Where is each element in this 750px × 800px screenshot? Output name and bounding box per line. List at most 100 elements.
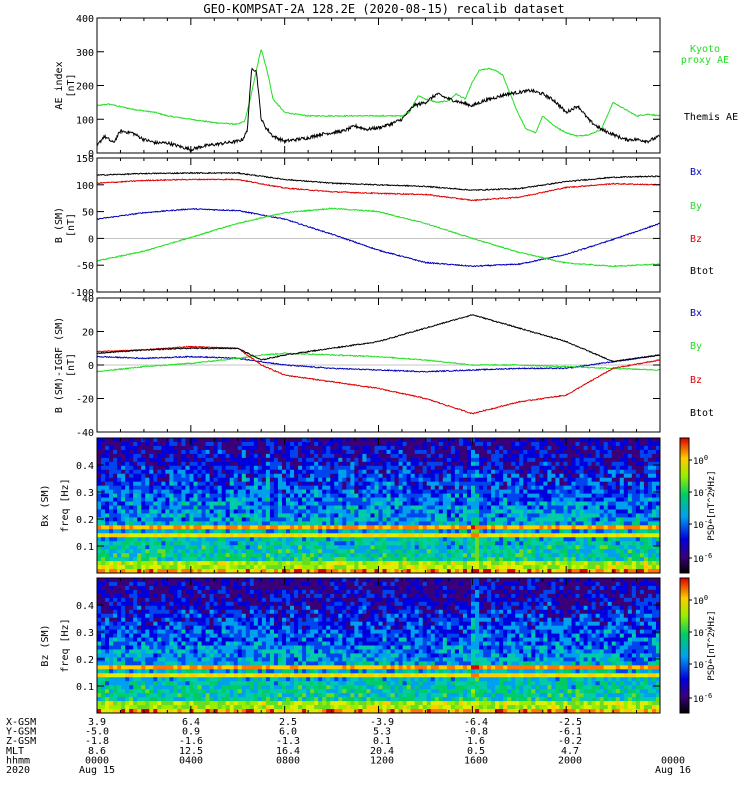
- heatmap-cell: [547, 473, 552, 479]
- heatmap-cell: [318, 481, 323, 487]
- heatmap-cell: [225, 485, 231, 491]
- heatmap-cell: [414, 521, 420, 526]
- heatmap-cell: [583, 493, 589, 498]
- heatmap-cell: [173, 457, 178, 463]
- heatmap-cell: [543, 525, 548, 530]
- heatmap-cell: [511, 481, 516, 487]
- heatmap-cell: [105, 445, 110, 451]
- heatmap-cell: [555, 497, 560, 502]
- heatmap-cell: [567, 461, 572, 467]
- heatmap-cell: [539, 473, 544, 479]
- heatmap-cell: [475, 453, 480, 459]
- heatmap-cell: [314, 461, 319, 467]
- heatmap-cell: [334, 557, 339, 562]
- heatmap-cell: [475, 465, 480, 471]
- heatmap-cell: [627, 449, 633, 455]
- heatmap-cell: [237, 457, 243, 463]
- heatmap-cell: [595, 517, 601, 522]
- heatmap-cell: [414, 485, 420, 491]
- heatmap-cell: [483, 517, 488, 522]
- heatmap-cell: [109, 473, 114, 479]
- heatmap-cell: [639, 457, 645, 463]
- heatmap-cell: [125, 557, 130, 562]
- heatmap-cell: [639, 477, 645, 483]
- heatmap-cell: [643, 509, 649, 514]
- heatmap-cell: [607, 565, 613, 570]
- heatmap-cell: [346, 493, 351, 498]
- heatmap-cell: [535, 509, 540, 514]
- heatmap-cell: [523, 441, 528, 447]
- heatmap-cell: [454, 513, 460, 518]
- heatmap-cell: [338, 441, 343, 447]
- heatmap-cell: [631, 553, 637, 558]
- heatmap-cell: [286, 505, 291, 510]
- heatmap-cell: [446, 557, 452, 562]
- heatmap-cell: [233, 485, 239, 491]
- heatmap-cell: [197, 449, 202, 455]
- heatmap-cell: [603, 489, 609, 494]
- heatmap-cell: [398, 529, 404, 534]
- heatmap-cell: [579, 545, 584, 550]
- heatmap-cell: [627, 461, 633, 467]
- heatmap-cell: [370, 441, 375, 447]
- heatmap-cell: [318, 489, 323, 494]
- heatmap-cell: [298, 438, 303, 443]
- heatmap-cell: [495, 473, 500, 479]
- heatmap-cell: [157, 438, 162, 443]
- heatmap-cell: [133, 461, 138, 467]
- heatmap-cell: [157, 465, 162, 471]
- heatmap-cell: [181, 533, 186, 538]
- heatmap-cell: [587, 557, 593, 562]
- heatmap-cell: [647, 501, 653, 506]
- heatmap-cell: [169, 553, 174, 558]
- heatmap-cell: [326, 517, 331, 522]
- heatmap-cell: [651, 509, 657, 514]
- heatmap-cell: [495, 445, 500, 451]
- heatmap-cell: [475, 517, 480, 522]
- heatmap-cell: [257, 537, 263, 542]
- heatmap-cell: [205, 549, 210, 554]
- heatmap-cell: [201, 493, 206, 498]
- heatmap-cell: [177, 497, 182, 502]
- heatmap-cell: [503, 469, 508, 475]
- heatmap-cell: [479, 497, 484, 502]
- heatmap-cell: [330, 533, 335, 538]
- heatmap-cell: [531, 525, 536, 530]
- heatmap-cell: [591, 485, 597, 491]
- heatmap-cell: [571, 441, 576, 447]
- heatmap-cell: [627, 489, 633, 494]
- heatmap-cell: [277, 485, 283, 491]
- heatmap-cell: [398, 481, 404, 487]
- heatmap-cell: [563, 445, 568, 451]
- heatmap-cell: [466, 449, 472, 455]
- heatmap-cell: [354, 545, 359, 550]
- heatmap-cell: [229, 553, 235, 558]
- heatmap-cell: [169, 473, 174, 479]
- heatmap-cell: [314, 497, 319, 502]
- heatmap-cell: [539, 445, 544, 451]
- heatmap-cell: [607, 541, 613, 546]
- heatmap-cell: [261, 493, 267, 498]
- heatmap-cell: [555, 513, 560, 518]
- heatmap-cell: [479, 501, 484, 506]
- heatmap-cell: [97, 505, 102, 510]
- heatmap-cell: [286, 497, 291, 502]
- heatmap-cell: [394, 465, 400, 471]
- heatmap-cell: [306, 509, 311, 514]
- heatmap-cell: [249, 453, 255, 459]
- heatmap-cell: [109, 445, 114, 451]
- heatmap-cell: [575, 473, 580, 479]
- heatmap-cell: [547, 477, 552, 483]
- heatmap-cell: [334, 461, 339, 467]
- heatmap-cell: [647, 565, 653, 570]
- heatmap-cell: [121, 438, 126, 443]
- heatmap-cell: [189, 541, 194, 546]
- heatmap-cell: [125, 457, 130, 463]
- heatmap-cell: [225, 541, 231, 546]
- heatmap-cell: [342, 497, 347, 502]
- heatmap-cell: [354, 445, 359, 451]
- heatmap-cell: [157, 469, 162, 475]
- heatmap-cell: [169, 517, 174, 522]
- heatmap-cell: [519, 449, 524, 455]
- heatmap-cell: [229, 513, 235, 518]
